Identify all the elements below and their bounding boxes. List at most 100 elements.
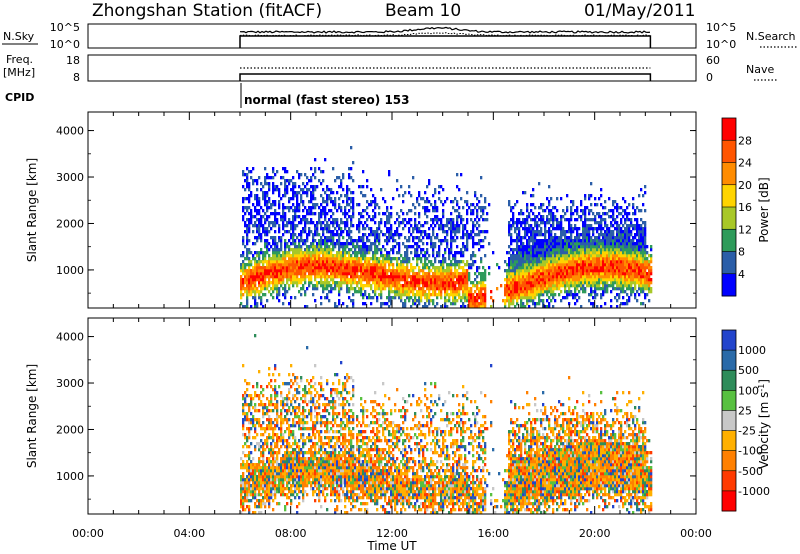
heatmap-cell [326,188,329,192]
heatmap-cell [642,275,645,279]
heatmap-cell [242,418,245,422]
heatmap-cell [430,236,433,240]
heatmap-cell [636,263,639,267]
heatmap-cell [338,197,341,201]
heatmap-cell [478,302,481,306]
heatmap-cell [534,248,537,252]
heatmap-cell [374,248,377,252]
heatmap-cell [400,233,403,237]
heatmap-cell [444,251,447,255]
heatmap-cell [266,281,269,285]
heatmap-cell [426,272,429,276]
heatmap-cell [336,218,339,222]
heatmap-cell [306,236,309,240]
heatmap-cell [594,245,597,249]
heatmap-cell [258,293,261,297]
y-tick-label: 2000 [56,217,84,230]
heatmap-cell [368,263,371,267]
heatmap-cell [468,236,471,240]
heatmap-cell [426,251,429,255]
heatmap-cell [550,299,553,303]
heatmap-cell [612,203,615,207]
heatmap-cell [646,272,649,276]
heatmap-cell [362,248,365,252]
heatmap-cell [368,257,371,261]
heatmap-cell [284,269,287,273]
heatmap-cell [586,233,589,237]
heatmap-cell [326,242,329,246]
heatmap-cell [638,284,641,288]
heatmap-cell [450,245,453,249]
heatmap-cell [434,278,437,282]
heatmap-cell [388,236,391,240]
heatmap-cell [358,239,361,243]
heatmap-cell [556,284,559,288]
heatmap-cell [426,305,429,309]
heatmap-cell [266,206,269,210]
heatmap-cell [342,254,345,258]
heatmap-cell [522,272,525,276]
colorbar-tick-label: 20 [738,179,752,192]
heatmap-cell [258,260,261,264]
heatmap-cell [628,224,631,228]
heatmap-cell [420,275,423,279]
heatmap-cell [608,251,611,255]
heatmap-cell [622,275,625,279]
heatmap-cell [332,221,335,225]
heatmap-cell [246,466,249,470]
heatmap-cell [306,248,309,252]
heatmap-cell [514,221,517,225]
heatmap-cell [450,239,453,243]
heatmap-cell [248,490,251,494]
heatmap-cell [626,215,629,219]
heatmap-cell [568,245,571,249]
heatmap-cell [618,266,621,270]
heatmap-cell [642,239,645,243]
heatmap-cell [336,233,339,237]
heatmap-cell [410,275,413,279]
heatmap-cell [436,296,439,300]
heatmap-cell [290,257,293,261]
heatmap-cell [640,251,643,255]
heatmap-cell [254,221,257,225]
heatmap-cell [262,257,265,261]
heatmap-cell [282,257,285,261]
heatmap-cell [246,167,249,171]
heatmap-cell [548,263,551,267]
heatmap-cell [346,272,349,276]
heatmap-cell [520,305,523,309]
heatmap-cell [360,212,363,216]
heatmap-cell [480,206,483,210]
heatmap-cell [454,290,457,294]
heatmap-cell [632,206,635,210]
heatmap-cell [630,293,633,297]
heatmap-cell [252,287,255,291]
heatmap-cell [606,260,609,264]
heatmap-cell [318,212,321,216]
heatmap-cell [248,505,251,509]
heatmap-cell [242,266,245,270]
heatmap-cell [310,194,313,198]
heatmap-cell [528,299,531,303]
heatmap-cell [352,266,355,270]
heatmap-cell [340,230,343,234]
heatmap-cell [366,206,369,210]
heatmap-cell [332,233,335,237]
heatmap-cell [510,227,513,231]
heatmap-cell [634,254,637,258]
heatmap-cell [312,206,315,210]
heatmap-cell [644,269,647,273]
heatmap-cell [412,236,415,240]
heatmap-cell [554,227,557,231]
heatmap-cell [568,230,571,234]
heatmap-cell [524,272,527,276]
heatmap-cell [610,275,613,279]
heatmap-cell [430,245,433,249]
heatmap-cell [584,254,587,258]
heatmap-cell [628,275,631,279]
heatmap-cell [574,296,577,300]
heatmap-cell [466,275,469,279]
heatmap-cell [590,254,593,258]
heatmap-cell [592,296,595,300]
heatmap-cell [508,230,511,234]
